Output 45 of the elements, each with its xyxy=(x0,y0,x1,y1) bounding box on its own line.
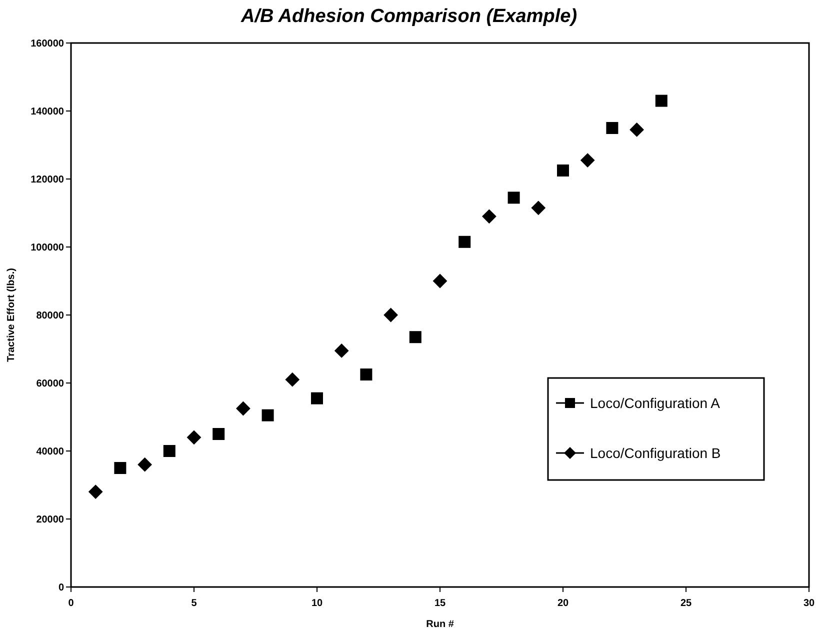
point xyxy=(163,445,176,457)
point xyxy=(606,122,618,134)
point xyxy=(557,164,569,176)
point xyxy=(311,392,323,404)
x-tick-label: 20 xyxy=(557,598,569,609)
point xyxy=(186,430,202,445)
point xyxy=(88,484,103,499)
y-tick-label: 60000 xyxy=(36,378,64,390)
point xyxy=(384,308,398,322)
y-tick-label: 80000 xyxy=(36,310,64,322)
y-tick-label: 40000 xyxy=(36,446,64,458)
point xyxy=(360,368,372,380)
y-tick-label: 0 xyxy=(58,582,64,594)
point xyxy=(432,274,448,288)
point xyxy=(262,409,274,422)
x-tick-label: 5 xyxy=(191,598,198,609)
y-tick-label: 160000 xyxy=(30,38,64,50)
point xyxy=(334,344,349,358)
x-axis-title: Run # xyxy=(426,619,454,630)
point xyxy=(409,331,422,344)
x-tick-label: 15 xyxy=(434,598,446,609)
point xyxy=(138,457,152,472)
point xyxy=(285,372,300,387)
point xyxy=(212,428,225,440)
point xyxy=(531,200,546,216)
point xyxy=(114,462,126,474)
x-tick-label: 30 xyxy=(803,598,815,609)
y-tick-label: 120000 xyxy=(30,174,64,186)
point xyxy=(655,94,668,107)
x-tick-label: 25 xyxy=(680,598,692,609)
point xyxy=(508,192,520,204)
y-axis-title: Tractive Effort (lbs.) xyxy=(6,268,17,362)
x-tick-label: 0 xyxy=(68,598,74,609)
point xyxy=(630,122,644,137)
point xyxy=(580,153,595,168)
y-tick-label: 140000 xyxy=(30,106,64,118)
chart-title: A/B Adhesion Comparison (Example) xyxy=(240,6,578,27)
point xyxy=(482,209,496,224)
legend-label: Loco/Configuration B xyxy=(590,444,721,461)
y-tick-label: 100000 xyxy=(30,242,64,254)
legend-label: Loco/Configuration A xyxy=(590,394,721,411)
point xyxy=(236,401,250,416)
y-tick-label: 20000 xyxy=(36,514,64,526)
point xyxy=(458,236,471,248)
x-tick-label: 10 xyxy=(311,598,323,609)
